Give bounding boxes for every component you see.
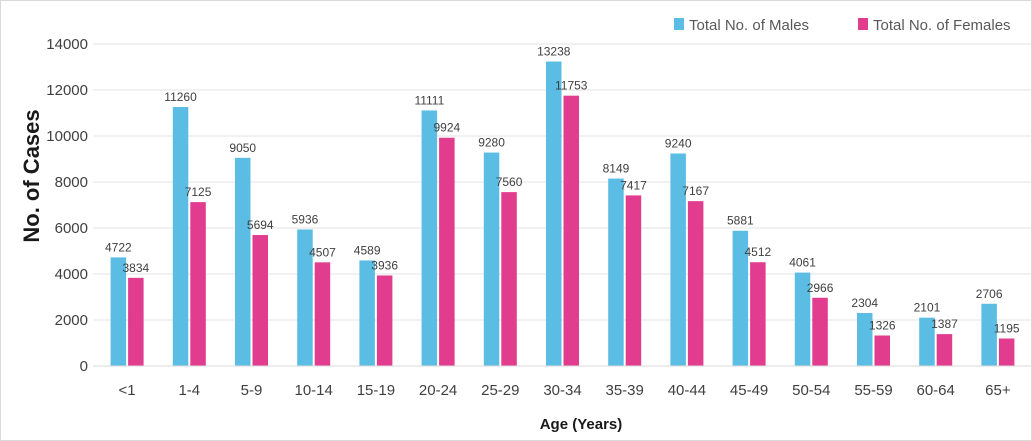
bar-males <box>732 230 749 366</box>
data-label: 4589 <box>354 243 381 257</box>
bar-females <box>128 277 144 366</box>
x-tick-label: 50-54 <box>792 382 830 399</box>
data-label: 9924 <box>433 121 460 135</box>
x-tick-label: 1-4 <box>178 382 200 399</box>
x-tick-label: 10-14 <box>295 382 333 399</box>
y-tick-label: 6000 <box>55 220 88 237</box>
x-tick-label: 60-64 <box>917 382 955 399</box>
bar-females <box>314 262 331 366</box>
data-label: 5936 <box>292 212 319 226</box>
x-tick-label: 45-49 <box>730 382 768 399</box>
bar-females <box>750 262 766 366</box>
data-label: 4061 <box>789 256 816 270</box>
bar-males <box>670 153 686 366</box>
y-tick-label: 8000 <box>55 174 88 191</box>
x-tick-label: 15-19 <box>357 382 395 399</box>
y-axis-ticks: 0 2000 4000 6000 8000 10000 12000 14000 <box>46 36 88 375</box>
y-axis-title: No. of Cases <box>19 109 44 242</box>
y-tick-label: 0 <box>80 358 88 375</box>
x-tick-label: 5-9 <box>241 382 263 399</box>
bar-males <box>794 272 811 366</box>
bar-females <box>936 334 953 366</box>
x-tick-label: 20-24 <box>419 382 457 399</box>
bar-males <box>546 61 562 366</box>
bar-males <box>483 152 500 366</box>
bar-females <box>874 335 890 366</box>
y-tick-label: 12000 <box>46 82 88 99</box>
x-tick-label: <1 <box>119 382 136 399</box>
data-label: 2304 <box>851 296 878 310</box>
x-tick-label: 55-59 <box>854 382 892 399</box>
bar-males <box>981 303 997 366</box>
bar-males <box>359 260 375 366</box>
data-label: 1195 <box>994 322 1020 336</box>
x-tick-label: 35-39 <box>606 382 644 399</box>
bar-males <box>919 317 935 366</box>
legend-swatch-females <box>858 18 868 30</box>
data-label: 2966 <box>807 281 834 295</box>
bar-females <box>376 275 393 366</box>
bar-females <box>563 95 579 366</box>
x-tick-label: 65+ <box>985 382 1011 399</box>
data-label: 3834 <box>122 261 149 275</box>
bar-females <box>687 201 704 366</box>
y-tick-label: 10000 <box>46 128 88 145</box>
data-label: 3936 <box>371 258 398 272</box>
y-tick-label: 14000 <box>46 36 88 53</box>
bar-males <box>297 229 313 366</box>
data-label: 11753 <box>555 79 588 93</box>
bar-females <box>998 338 1015 366</box>
bar-females <box>625 195 642 366</box>
x-tick-label: 25-29 <box>481 382 519 399</box>
legend-label-females: Total No. of Females <box>873 17 1011 34</box>
y-tick-label: 4000 <box>55 266 88 283</box>
bar-females <box>252 235 268 366</box>
bar-males <box>857 313 873 366</box>
bar-males <box>235 157 251 366</box>
data-label: 9280 <box>478 136 505 150</box>
data-label: 11260 <box>164 90 197 104</box>
bars <box>110 61 1015 367</box>
bar-males <box>421 110 438 367</box>
data-label: 4507 <box>309 245 336 259</box>
data-label: 2706 <box>976 287 1003 301</box>
data-label: 7560 <box>496 175 523 189</box>
x-tick-label: 30-34 <box>543 382 581 399</box>
data-label: 1387 <box>931 317 958 331</box>
data-label: 7417 <box>620 178 647 192</box>
data-label: 7125 <box>185 185 212 199</box>
data-label: 4512 <box>744 245 771 259</box>
x-axis-title: Age (Years) <box>540 416 623 433</box>
data-label: 4722 <box>105 240 132 254</box>
bar-females <box>501 192 517 366</box>
data-label: 5881 <box>727 214 754 228</box>
data-label: 9050 <box>229 141 256 155</box>
bar-males <box>172 107 189 367</box>
data-labels: 4722 3834 11260 7125 9050 5694 5936 4507 4589393… <box>105 45 1020 336</box>
legend-label-males: Total No. of Males <box>689 17 809 34</box>
bar-females <box>439 137 455 366</box>
data-label: 1326 <box>869 319 896 333</box>
y-tick-label: 2000 <box>55 312 88 329</box>
x-tick-label: 40-44 <box>668 382 706 399</box>
data-label: 11111 <box>414 93 444 107</box>
bar-females <box>812 297 828 366</box>
legend: Total No. of Males Total No. of Females <box>674 17 1011 34</box>
data-label: 9240 <box>665 136 692 150</box>
data-label: 8149 <box>603 162 630 176</box>
data-label: 5694 <box>247 218 274 232</box>
bar-females <box>190 202 206 366</box>
data-label: 2101 <box>914 301 941 315</box>
legend-swatch-males <box>674 18 684 30</box>
data-label: 13238 <box>537 45 571 59</box>
x-axis-ticks: <1 1-4 5-9 10-14 15-19 20-24 25-29 30-34 35-39 40… <box>119 382 1011 399</box>
bar-males <box>110 257 127 366</box>
bar-males <box>608 178 624 366</box>
data-label: 7167 <box>682 184 709 198</box>
